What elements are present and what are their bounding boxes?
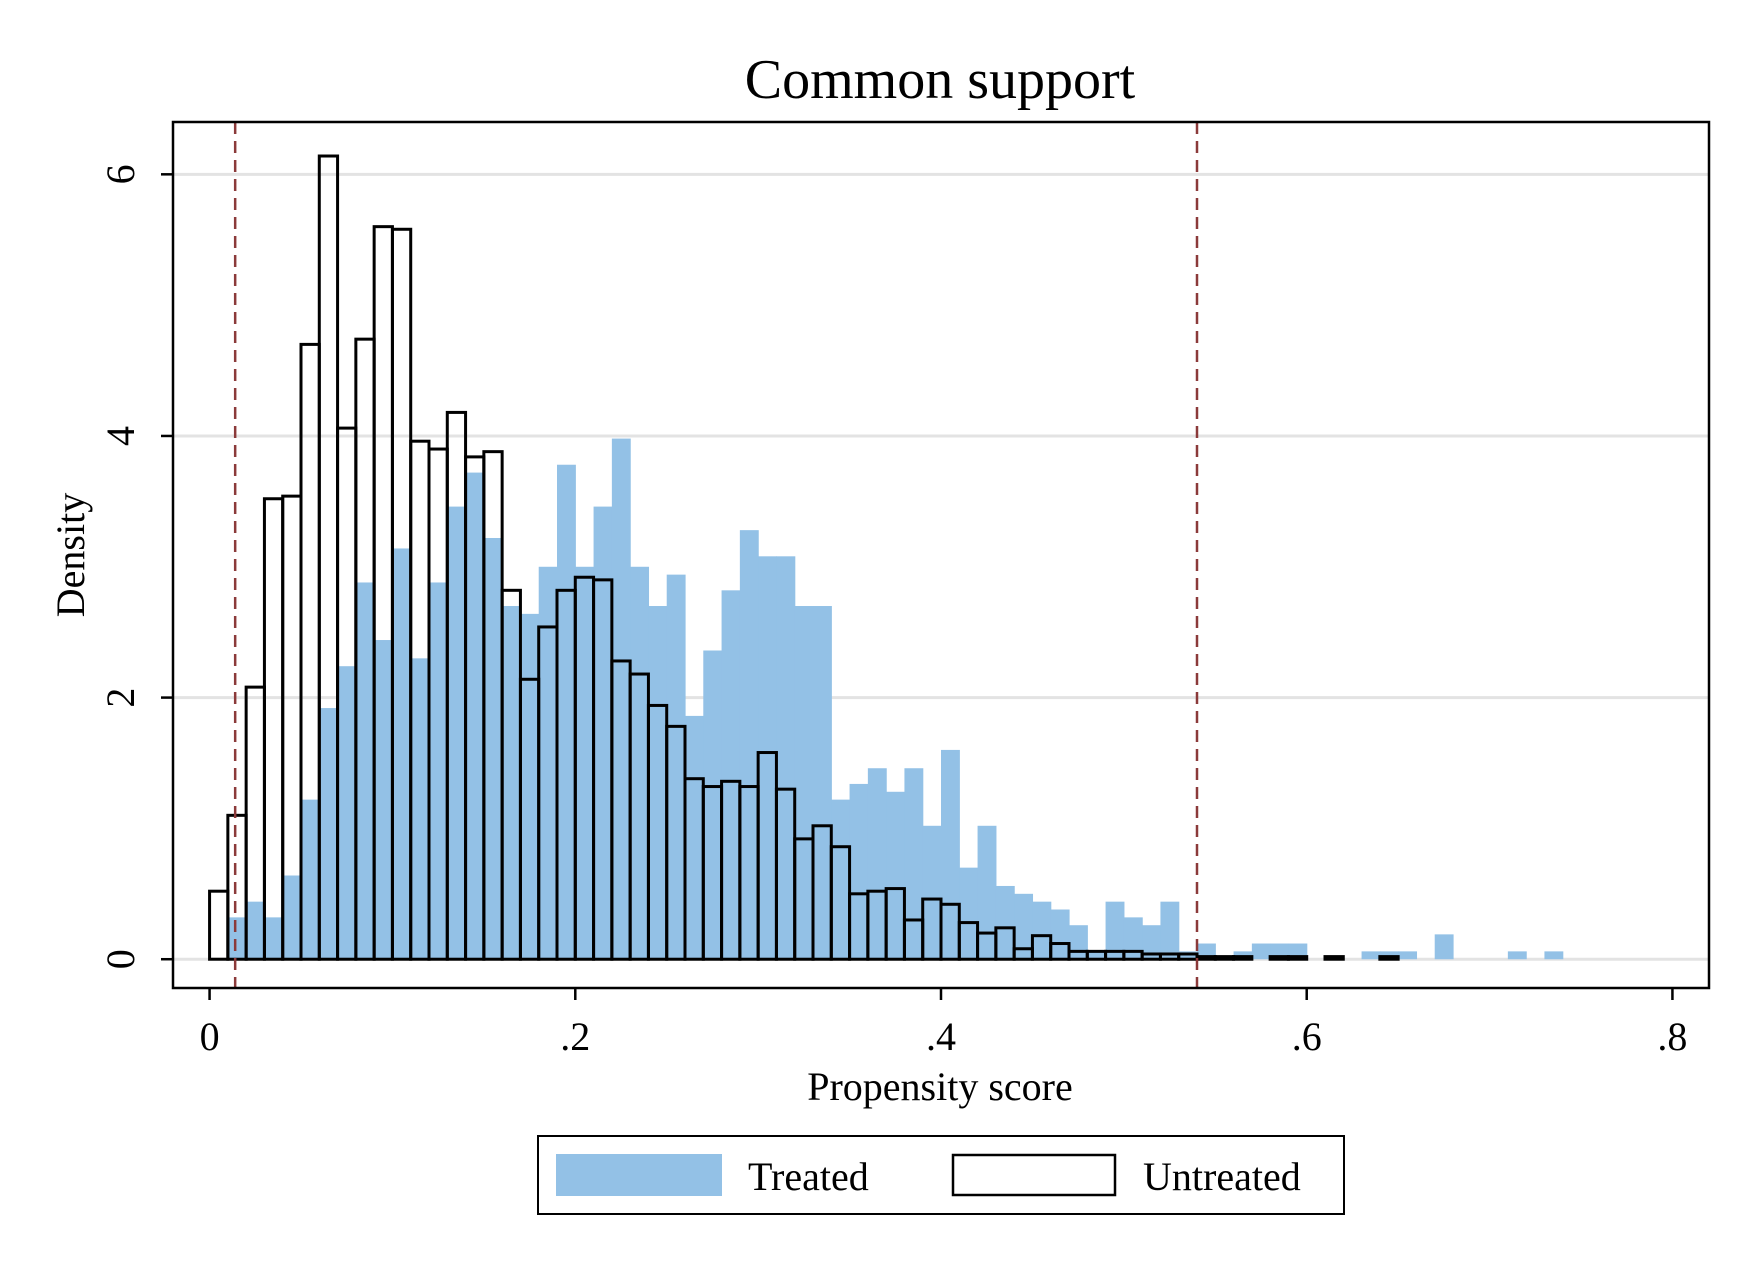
treated-bar bbox=[648, 606, 668, 960]
y-tick-label-6: 6 bbox=[98, 164, 143, 184]
treated-bar bbox=[813, 606, 832, 960]
x-axis-label: Propensity score bbox=[807, 1064, 1073, 1109]
treated-bar bbox=[520, 613, 540, 960]
reference-lines bbox=[233, 122, 1199, 988]
treated-bar bbox=[1050, 909, 1070, 960]
treated-bar bbox=[721, 590, 741, 960]
treated-bar bbox=[1544, 951, 1564, 960]
treated-bar bbox=[1251, 943, 1271, 960]
treated-bar bbox=[282, 875, 302, 960]
treated-bars bbox=[227, 438, 1564, 960]
treated-bar bbox=[1087, 951, 1107, 960]
untreated-bar bbox=[1195, 955, 1217, 961]
treated-bar bbox=[886, 791, 906, 960]
y-axis: 0 2 4 6 bbox=[98, 164, 173, 969]
y-axis-label: Density bbox=[48, 493, 93, 617]
treated-bar bbox=[977, 825, 997, 960]
treated-bar bbox=[465, 472, 485, 960]
x-tick-label-.2: .2 bbox=[560, 1014, 590, 1059]
treated-bar bbox=[1398, 951, 1418, 960]
treated-bar bbox=[483, 537, 503, 960]
treated-bar bbox=[355, 582, 375, 960]
treated-bar bbox=[904, 768, 924, 960]
treated-bar bbox=[1032, 901, 1052, 960]
treated-bar bbox=[922, 825, 942, 960]
treated-bar bbox=[685, 715, 704, 960]
treated-bar bbox=[1434, 934, 1454, 960]
treated-bar bbox=[630, 566, 650, 960]
treated-bar bbox=[301, 799, 320, 960]
legend: Treated Untreated bbox=[537, 1135, 1345, 1215]
legend-label-untreated: Untreated bbox=[1143, 1154, 1301, 1199]
x-tick-label-.4: .4 bbox=[926, 1014, 956, 1059]
treated-bar bbox=[739, 530, 759, 960]
untreated-bar bbox=[1268, 955, 1290, 961]
treated-bar bbox=[447, 506, 467, 960]
treated-bar bbox=[246, 901, 266, 960]
untreated-bar bbox=[1323, 955, 1345, 961]
untreated-bar bbox=[1232, 955, 1254, 961]
treated-bar bbox=[831, 799, 851, 960]
treated-bar bbox=[867, 768, 887, 960]
treated-bar bbox=[374, 640, 394, 960]
treated-bar bbox=[410, 658, 430, 960]
treated-bar bbox=[959, 867, 979, 960]
x-tick-label-0: 0 bbox=[200, 1014, 220, 1059]
treated-bar bbox=[538, 566, 558, 960]
x-tick-label-.8: .8 bbox=[1657, 1014, 1687, 1059]
y-tick-label-4: 4 bbox=[98, 426, 143, 446]
treated-bar bbox=[1507, 951, 1527, 960]
treated-bar bbox=[429, 582, 448, 960]
x-tick-label-.6: .6 bbox=[1292, 1014, 1322, 1059]
treated-bar bbox=[502, 606, 522, 960]
treated-bar bbox=[849, 783, 869, 960]
y-tick-label-0: 0 bbox=[98, 949, 143, 969]
untreated-bars bbox=[208, 154, 1400, 961]
treated-bar bbox=[227, 917, 247, 960]
untreated-bar bbox=[994, 926, 1016, 961]
untreated-bar bbox=[1378, 955, 1400, 961]
untreated-bar bbox=[1286, 955, 1309, 961]
treated-bar bbox=[776, 556, 796, 960]
treated-bar bbox=[593, 506, 613, 960]
treated-bar bbox=[758, 556, 778, 960]
treated-bar bbox=[1361, 951, 1381, 960]
legend-swatch-untreated bbox=[951, 1153, 1117, 1197]
treated-bar bbox=[995, 885, 1015, 960]
treated-bar bbox=[941, 749, 960, 960]
treated-bar bbox=[1014, 893, 1034, 960]
chart-title: Common support bbox=[745, 49, 1136, 111]
treated-bar bbox=[557, 464, 576, 960]
untreated-bar bbox=[1213, 955, 1236, 961]
treated-bar bbox=[319, 708, 339, 960]
treated-bar bbox=[1069, 925, 1088, 960]
treated-bar bbox=[575, 566, 595, 960]
treated-bar bbox=[1160, 901, 1180, 960]
x-axis: 0 .2 .4 .6 .8 bbox=[200, 988, 1687, 1059]
treated-bar bbox=[392, 548, 412, 960]
treated-bar bbox=[794, 606, 814, 960]
y-tick-label-2: 2 bbox=[98, 688, 143, 708]
treated-bar bbox=[337, 666, 357, 960]
legend-swatch-treated bbox=[556, 1154, 722, 1196]
legend-label-treated: Treated bbox=[748, 1154, 869, 1199]
treated-bar bbox=[1123, 917, 1143, 960]
treated-bar bbox=[611, 438, 631, 960]
treated-bar bbox=[703, 650, 723, 960]
treated-bar bbox=[1142, 925, 1162, 960]
treated-bar bbox=[1105, 901, 1125, 960]
treated-bar bbox=[264, 917, 284, 960]
treated-bar bbox=[666, 574, 686, 960]
